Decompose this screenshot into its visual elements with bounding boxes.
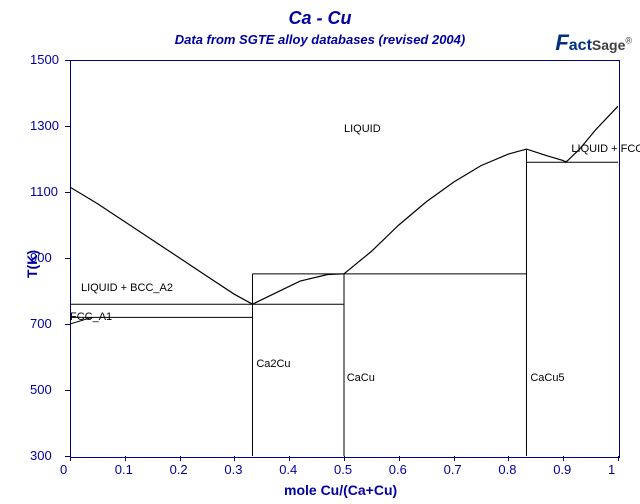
chart-title: Ca - Cu bbox=[0, 8, 640, 29]
x-tick-label: 0.8 bbox=[498, 462, 516, 477]
phase-label: LIQUID + FCC_A1 bbox=[571, 143, 640, 155]
chart-container: Ca - Cu Data from SGTE alloy databases (… bbox=[0, 0, 640, 504]
x-tick-label: 0.7 bbox=[444, 462, 462, 477]
y-tick bbox=[65, 390, 70, 391]
logo-act: act bbox=[569, 37, 592, 54]
x-tick bbox=[454, 456, 455, 461]
phase-label: CaCu5 bbox=[530, 372, 564, 384]
y-tick-label: 300 bbox=[30, 448, 52, 463]
y-tick bbox=[65, 60, 70, 61]
x-tick bbox=[618, 456, 619, 461]
x-tick bbox=[344, 456, 345, 461]
x-tick-label: 0.6 bbox=[389, 462, 407, 477]
x-tick bbox=[70, 456, 71, 461]
x-tick-label: 0.2 bbox=[170, 462, 188, 477]
y-tick bbox=[65, 192, 70, 193]
x-tick bbox=[508, 456, 509, 461]
logo-sage: Sage bbox=[592, 37, 625, 53]
y-tick-label: 1300 bbox=[30, 118, 59, 133]
x-tick-label: 1 bbox=[608, 462, 615, 477]
x-tick bbox=[125, 456, 126, 461]
phase-label: LIQUID + BCC_A2 bbox=[81, 282, 173, 294]
y-tick-label: 900 bbox=[30, 250, 52, 265]
logo-reg: ® bbox=[625, 36, 632, 46]
y-tick-label: 500 bbox=[30, 382, 52, 397]
phase-label: Ca2Cu bbox=[256, 358, 290, 370]
x-tick-label: 0.4 bbox=[279, 462, 297, 477]
x-tick bbox=[399, 456, 400, 461]
x-tick-label: 0 bbox=[60, 462, 67, 477]
y-tick bbox=[65, 258, 70, 259]
x-tick bbox=[180, 456, 181, 461]
y-tick bbox=[65, 456, 70, 457]
factsage-logo: FactSage® bbox=[555, 30, 632, 56]
x-axis-label: mole Cu/(Ca+Cu) bbox=[284, 482, 397, 498]
y-tick-label: 1100 bbox=[30, 184, 58, 199]
y-tick-label: 700 bbox=[30, 316, 52, 331]
y-tick-label: 1500 bbox=[30, 52, 59, 67]
phase-label: FCC_A1 bbox=[70, 311, 112, 323]
y-tick bbox=[65, 324, 70, 325]
phase-curves bbox=[70, 60, 618, 456]
phase-label: LIQUID bbox=[344, 123, 381, 135]
x-tick bbox=[289, 456, 290, 461]
y-tick bbox=[65, 126, 70, 127]
x-tick bbox=[563, 456, 564, 461]
phase-label: CaCu bbox=[347, 372, 375, 384]
logo-f: F bbox=[555, 30, 568, 55]
x-tick-label: 0.3 bbox=[224, 462, 242, 477]
x-tick bbox=[234, 456, 235, 461]
x-tick-label: 0.5 bbox=[334, 462, 352, 477]
chart-subtitle: Data from SGTE alloy databases (revised … bbox=[0, 32, 640, 47]
x-tick-label: 0.9 bbox=[553, 462, 571, 477]
x-tick-label: 0.1 bbox=[115, 462, 133, 477]
